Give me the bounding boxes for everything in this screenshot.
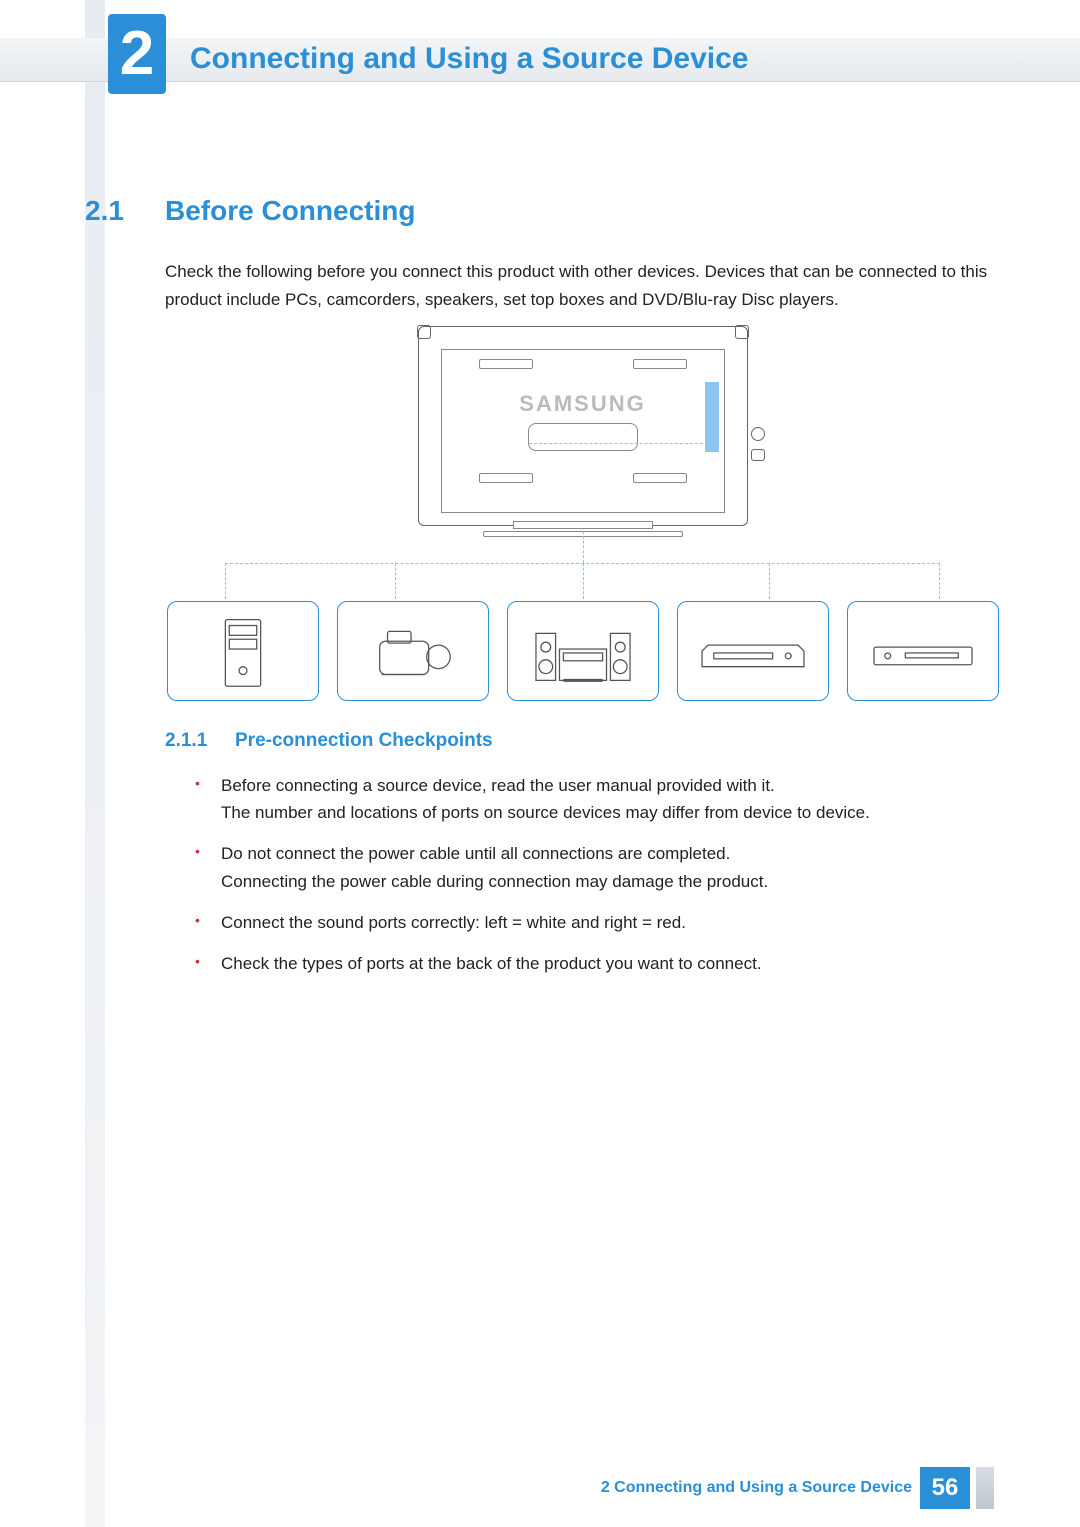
page-number: 56 [920,1467,970,1509]
device-set-top-box [677,601,829,701]
connection-diagram: SAMSUNG [165,326,1000,701]
list-item: Check the types of ports at the back of … [195,950,1000,977]
device-row [165,601,1000,701]
footer-chapter-label: 2 Connecting and Using a Source Device [601,1479,912,1497]
monitor-rear-diagram: SAMSUNG [418,326,748,526]
chapter-title: Connecting and Using a Source Device [190,42,748,76]
footer-stripe [976,1467,994,1509]
checkpoint-list: Before connecting a source device, read … [195,772,1000,991]
device-camcorder [337,601,489,701]
device-dvd-player [847,601,999,701]
list-item: Before connecting a source device, read … [195,772,1000,826]
list-item: Do not connect the power cable until all… [195,840,1000,894]
subsection-number: 2.1.1 [165,730,207,752]
brand-label: SAMSUNG [419,391,747,417]
section-number: 2.1 [85,195,124,227]
device-pc-tower [167,601,319,701]
subsection-title: Pre-connection Checkpoints [235,730,493,752]
device-stereo-system [507,601,659,701]
intro-paragraph: Check the following before you connect t… [165,258,1000,314]
left-margin-stripe [85,0,105,1527]
chapter-number-badge: 2 [108,14,166,94]
section-title: Before Connecting [165,195,415,227]
list-item: Connect the sound ports correctly: left … [195,909,1000,936]
